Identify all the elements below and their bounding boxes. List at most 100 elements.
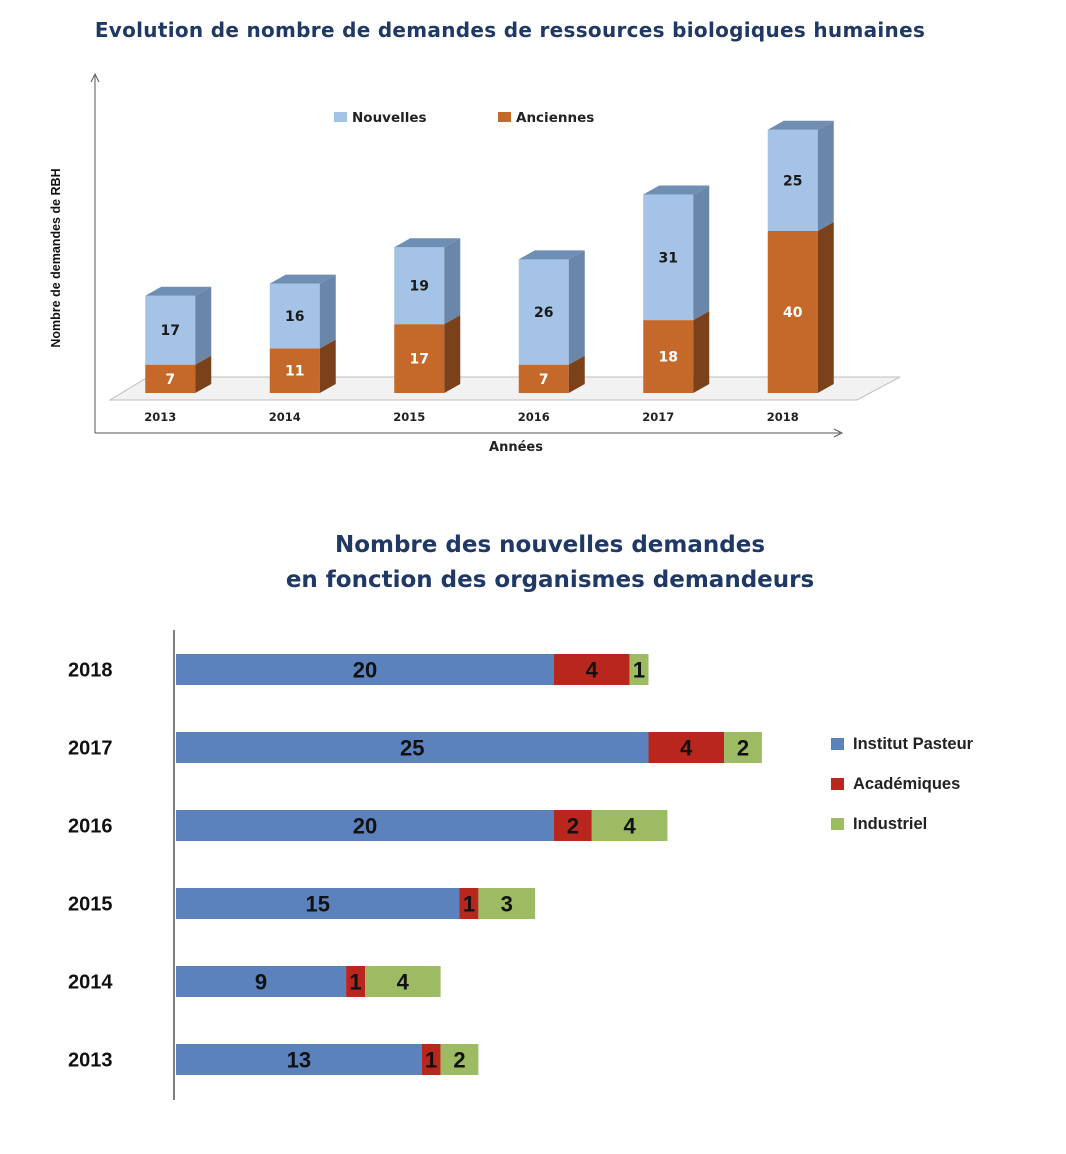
bar-institut-pasteur-2014 xyxy=(176,966,347,997)
y-tick-label-2018: 2018 xyxy=(68,660,113,682)
bar-nouvelles-side-2014 xyxy=(319,274,336,349)
bar-row-2016: 2016 20 2 4 xyxy=(68,810,668,841)
legend-label-anciennes: Anciennes xyxy=(516,110,594,126)
y-axis-label: Nombre de demandes de RBH xyxy=(49,168,63,347)
bar-nouvelles-side-2018 xyxy=(817,120,834,231)
legend-label-acad-miques: Académiques xyxy=(853,775,960,793)
chart2-title-line2: en fonction des organismes demandeurs xyxy=(285,567,815,593)
x-axis-arrow xyxy=(833,428,844,438)
bar-row-2013: 2013 13 1 2 xyxy=(68,1044,479,1075)
value-label-industriel-2015: 3 xyxy=(501,892,513,917)
bar-industriel-2015 xyxy=(478,888,536,919)
x-tick-label-2013: 2013 xyxy=(144,410,176,424)
bar-anciennes-2015 xyxy=(394,324,445,393)
value-label-nouvelles-2018: 25 xyxy=(783,173,802,189)
bar-anciennes-2014 xyxy=(269,348,320,393)
bar-group-2017: 18 31 2017 xyxy=(642,185,710,424)
value-label-acad-miques-2013: 1 xyxy=(425,1048,437,1073)
chart2-title-line1: Nombre des nouvelles demandes xyxy=(334,532,766,558)
y-tick-label-2017: 2017 xyxy=(68,738,113,760)
bar-nouvelles-side-2016 xyxy=(568,250,585,365)
legend-swatch-nouvelles xyxy=(334,112,347,122)
value-label-institut-pasteur-2018: 20 xyxy=(353,658,377,683)
bar-industriel-2016 xyxy=(591,810,668,841)
bar-group-2014: 11 16 2014 xyxy=(269,274,336,424)
bar-acad-miques-2016 xyxy=(554,810,592,841)
bar-anciennes-side-2013 xyxy=(195,355,212,393)
value-label-anciennes-2016: 7 xyxy=(539,372,549,388)
bar-anciennes-side-2014 xyxy=(319,339,336,393)
bar-top-2013 xyxy=(145,286,212,296)
bar-anciennes-side-2018 xyxy=(817,222,834,393)
legend-swatch-anciennes xyxy=(498,112,511,122)
bar-top-2015 xyxy=(394,238,461,248)
bar-acad-miques-2018 xyxy=(554,654,630,685)
chart1-svg: Nombre de demandes de RBH Années Nouvelles… xyxy=(49,72,901,455)
value-label-institut-pasteur-2013: 13 xyxy=(287,1048,311,1073)
value-label-acad-miques-2018: 4 xyxy=(586,658,599,683)
value-label-institut-pasteur-2017: 25 xyxy=(400,736,424,761)
value-label-acad-miques-2014: 1 xyxy=(349,970,361,995)
y-tick-label-2016: 2016 xyxy=(68,816,113,838)
legend-swatch-acad-miques xyxy=(831,778,844,790)
bar-acad-miques-2014 xyxy=(346,966,365,997)
bar-acad-miques-2013 xyxy=(421,1044,441,1075)
bar-top-2016 xyxy=(518,250,585,260)
bar-row-2015: 2015 15 1 3 xyxy=(68,888,536,919)
value-label-acad-miques-2017: 4 xyxy=(680,736,693,761)
x-axis-label: Années xyxy=(489,440,543,455)
value-label-nouvelles-2013: 17 xyxy=(161,323,180,339)
x-tick-label-2016: 2016 xyxy=(518,410,550,424)
value-label-industriel-2016: 4 xyxy=(623,814,636,839)
bar-group-2013: 7 17 2013 xyxy=(144,286,212,424)
legend-label-nouvelles: Nouvelles xyxy=(352,110,427,126)
legend-swatch-industriel xyxy=(831,818,844,830)
bar-nouvelles-side-2013 xyxy=(195,286,212,365)
value-label-industriel-2018: 1 xyxy=(633,658,645,683)
value-label-anciennes-2017: 18 xyxy=(659,350,678,366)
bar-nouvelles-2014 xyxy=(269,283,320,349)
bar-anciennes-2018 xyxy=(767,231,818,393)
value-label-industriel-2017: 2 xyxy=(737,736,749,761)
bar-institut-pasteur-2017 xyxy=(176,732,649,763)
y-tick-label-2015: 2015 xyxy=(68,894,113,916)
x-tick-label-2014: 2014 xyxy=(269,410,301,424)
y-axis-arrow xyxy=(90,72,100,83)
bar-institut-pasteur-2018 xyxy=(176,654,554,685)
bar-nouvelles-2016 xyxy=(518,259,569,365)
bar-anciennes-2016 xyxy=(518,364,569,393)
bar-acad-miques-2015 xyxy=(459,888,479,919)
bar-top-2014 xyxy=(269,274,336,284)
bar-institut-pasteur-2013 xyxy=(176,1044,422,1075)
chart1-title: Evolution de nombre de demandes de resso… xyxy=(94,18,926,42)
value-label-industriel-2014: 4 xyxy=(397,970,410,995)
value-label-anciennes-2015: 17 xyxy=(410,352,429,368)
value-label-nouvelles-2014: 16 xyxy=(285,309,304,325)
value-label-institut-pasteur-2014: 9 xyxy=(255,970,267,995)
bar-institut-pasteur-2015 xyxy=(176,888,460,919)
bar-anciennes-2017 xyxy=(643,320,694,393)
bar-anciennes-2013 xyxy=(145,364,196,393)
bar-nouvelles-2015 xyxy=(394,247,445,325)
legend-label-industriel: Industriel xyxy=(853,815,927,833)
x-tick-label-2018: 2018 xyxy=(767,410,799,424)
value-label-anciennes-2014: 11 xyxy=(285,364,304,380)
bar-institut-pasteur-2016 xyxy=(176,810,554,841)
value-label-nouvelles-2016: 26 xyxy=(534,305,553,321)
legend-swatch-institut-pasteur xyxy=(831,738,844,750)
bar-nouvelles-2018 xyxy=(767,129,818,231)
bar-row-2018: 2018 20 4 1 xyxy=(68,654,649,685)
x-tick-label-2017: 2017 xyxy=(642,410,674,424)
bar-row-2014: 2014 9 1 4 xyxy=(68,966,441,997)
value-label-institut-pasteur-2016: 20 xyxy=(353,814,377,839)
bar-group-2015: 17 19 2015 xyxy=(393,238,461,424)
bar-nouvelles-2013 xyxy=(145,295,196,365)
bar-anciennes-side-2017 xyxy=(693,311,710,393)
bar-anciennes-side-2016 xyxy=(568,355,585,393)
bar-group-2018: 40 25 2018 xyxy=(767,120,834,424)
value-label-nouvelles-2015: 19 xyxy=(410,279,429,295)
value-label-institut-pasteur-2015: 15 xyxy=(306,892,330,917)
value-label-acad-miques-2015: 1 xyxy=(463,892,475,917)
legend-label-institut-pasteur: Institut Pasteur xyxy=(853,735,974,753)
